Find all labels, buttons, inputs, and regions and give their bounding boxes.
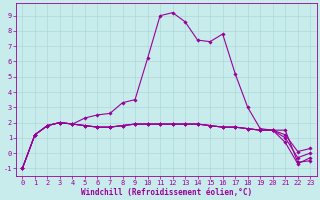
- X-axis label: Windchill (Refroidissement éolien,°C): Windchill (Refroidissement éolien,°C): [81, 188, 252, 197]
